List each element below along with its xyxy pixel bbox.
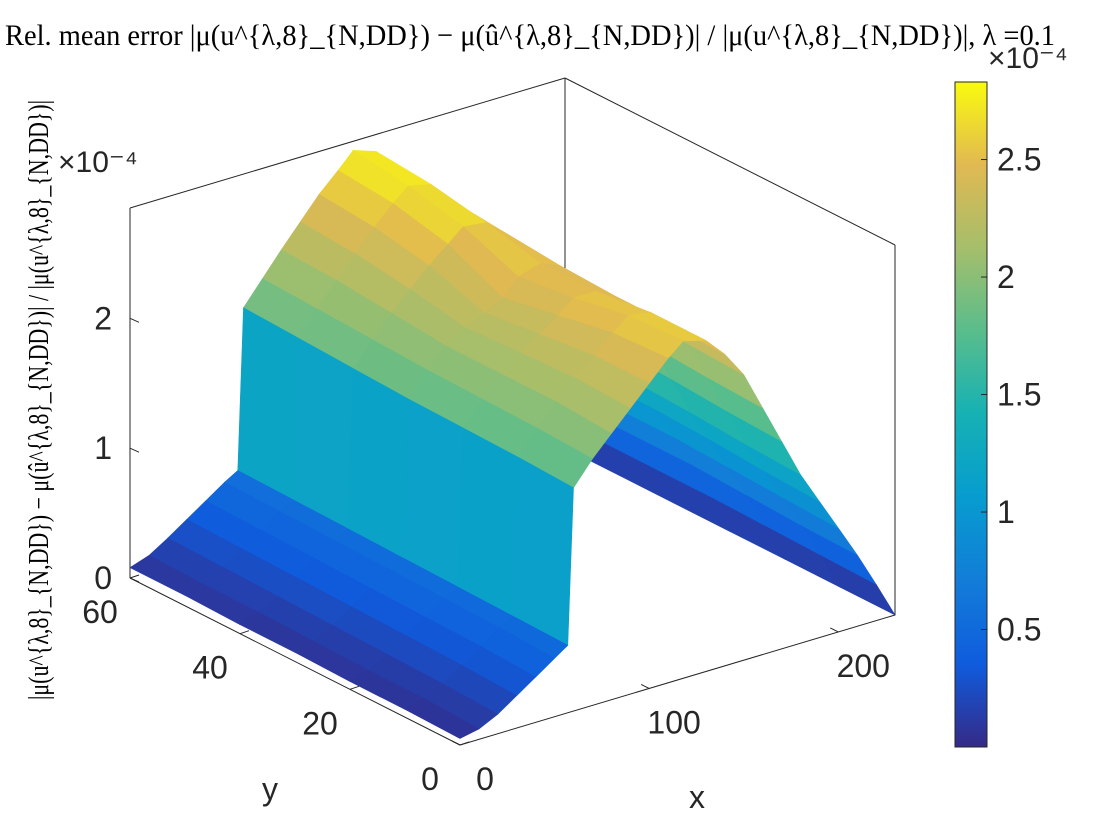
- z-axis-label: |μ(u^{λ,8}_{N,DD}) − μ(û^{λ,8}_{N,DD})| …: [24, 100, 55, 700]
- x-tick-label: 200: [837, 648, 890, 684]
- y-tick-label: 20: [302, 705, 338, 741]
- surface-patch: [404, 698, 480, 739]
- box-edge: [564, 77, 896, 246]
- surface-patch: [457, 427, 519, 617]
- y-tick: [349, 685, 360, 690]
- x-tick: [640, 684, 650, 689]
- surface-patch: [347, 368, 409, 559]
- surface-patch: [292, 337, 354, 530]
- x-tick: [830, 627, 839, 633]
- colorbar: [954, 81, 988, 748]
- z-tick-label: 1: [94, 430, 112, 466]
- surface-patch: [402, 398, 464, 588]
- surface-patch: [237, 307, 299, 501]
- colorbar-tick-label: 2: [997, 259, 1015, 295]
- z-tick-label: 2: [94, 300, 112, 336]
- x-axis-label: x: [689, 779, 705, 815]
- y-tick-label: 0: [421, 761, 439, 797]
- y-tick: [239, 630, 250, 635]
- y-axis: [129, 577, 461, 746]
- z-tick-label: 0: [94, 560, 112, 596]
- y-axis-label: y: [262, 771, 278, 807]
- x-tick-label: 100: [647, 704, 700, 740]
- z-exponent: ×10⁻⁴: [58, 146, 138, 179]
- colorbar-tick-label: 1: [997, 494, 1015, 530]
- x-tick-label: 0: [476, 761, 494, 797]
- surface-patch: [512, 456, 574, 646]
- colorbar-tick-label: 2.5: [997, 142, 1041, 178]
- y-tick: [129, 574, 140, 579]
- colorbar-tick-label: 1.5: [997, 377, 1041, 413]
- y-tick-label: 60: [82, 594, 118, 630]
- y-tick: [459, 741, 470, 746]
- box-edge: [129, 77, 566, 209]
- y-tick-label: 40: [192, 650, 228, 686]
- z-tick: [129, 577, 140, 583]
- chart-title: Rel. mean error |μ(u^{λ,8}_{N,DD}) − μ(û…: [5, 19, 1055, 52]
- colorbar-exponent: ×10⁻⁴: [988, 42, 1068, 75]
- colorbar-tick-label: 0.5: [997, 612, 1041, 648]
- x-axis: [459, 614, 896, 746]
- z-tick: [129, 317, 140, 323]
- z-tick: [129, 447, 140, 453]
- surface: [129, 149, 896, 739]
- x-tick: [451, 740, 461, 746]
